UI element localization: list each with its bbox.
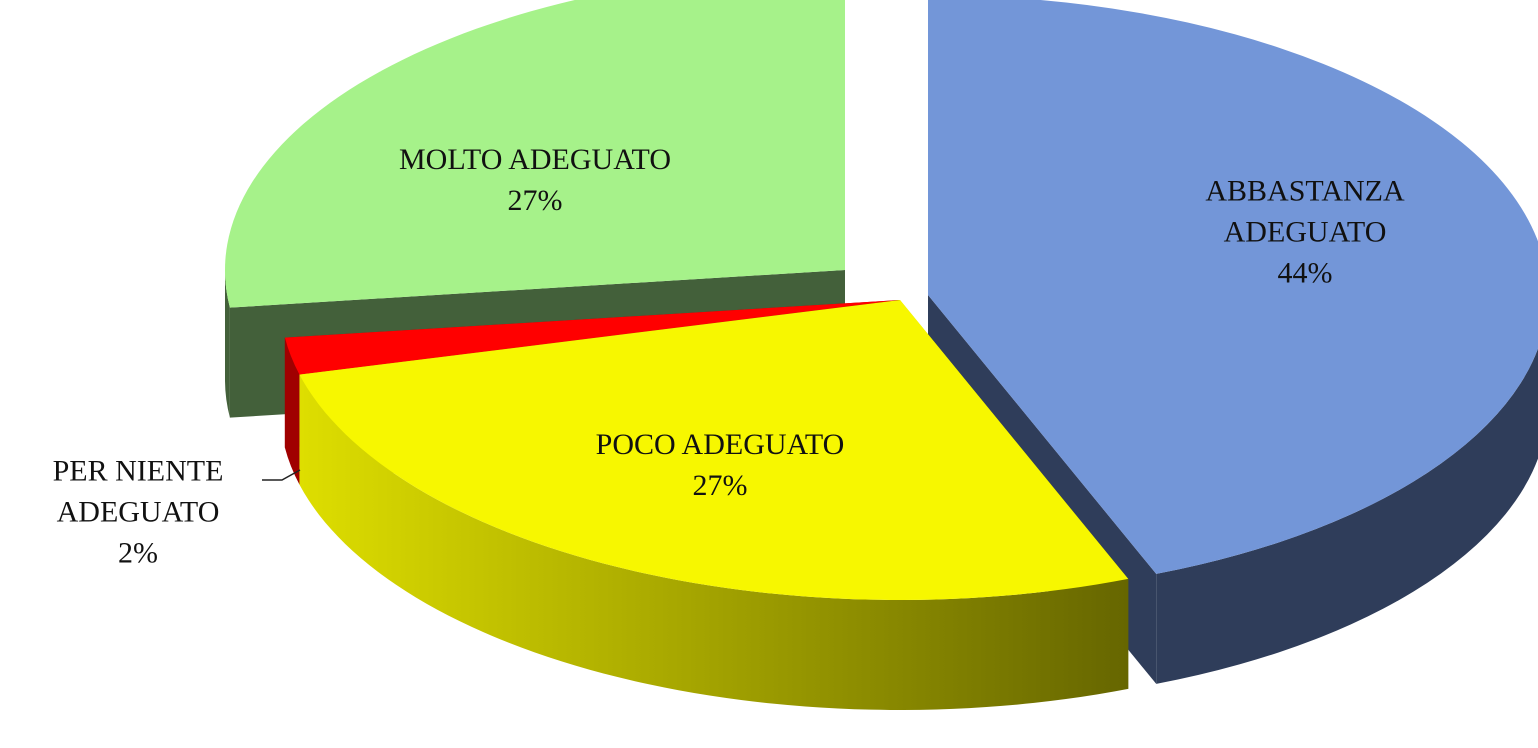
value-label: 2% <box>118 536 158 570</box>
slice <box>284 300 900 375</box>
slice-label: MOLTO ADEGUATO 27% <box>325 139 745 221</box>
category-label: POCO ADEGUATO <box>595 428 845 461</box>
slice-label: ABBASTANZA ADEGUATO 44% <box>1175 171 1435 294</box>
value-label: 44% <box>1277 256 1333 290</box>
value-label: 27% <box>692 469 748 502</box>
category-label: MOLTO ADEGUATO <box>399 143 671 176</box>
value-label: 27% <box>507 184 563 217</box>
slice <box>299 300 1129 600</box>
slice-label: PER NIENTE ADEGUATO 2% <box>8 451 268 574</box>
slice <box>928 0 1538 574</box>
slice-wall <box>284 337 300 485</box>
slice-label: POCO ADEGUATO 27% <box>520 424 920 506</box>
slice-wall <box>225 270 230 418</box>
leader-line <box>262 469 301 481</box>
category-label: PER NIENTE ADEGUATO <box>52 454 224 529</box>
category-label: ABBASTANZA ADEGUATO <box>1205 174 1405 249</box>
slice-wall <box>299 374 1129 710</box>
slice-wall <box>1156 348 1538 684</box>
slice <box>225 0 845 308</box>
